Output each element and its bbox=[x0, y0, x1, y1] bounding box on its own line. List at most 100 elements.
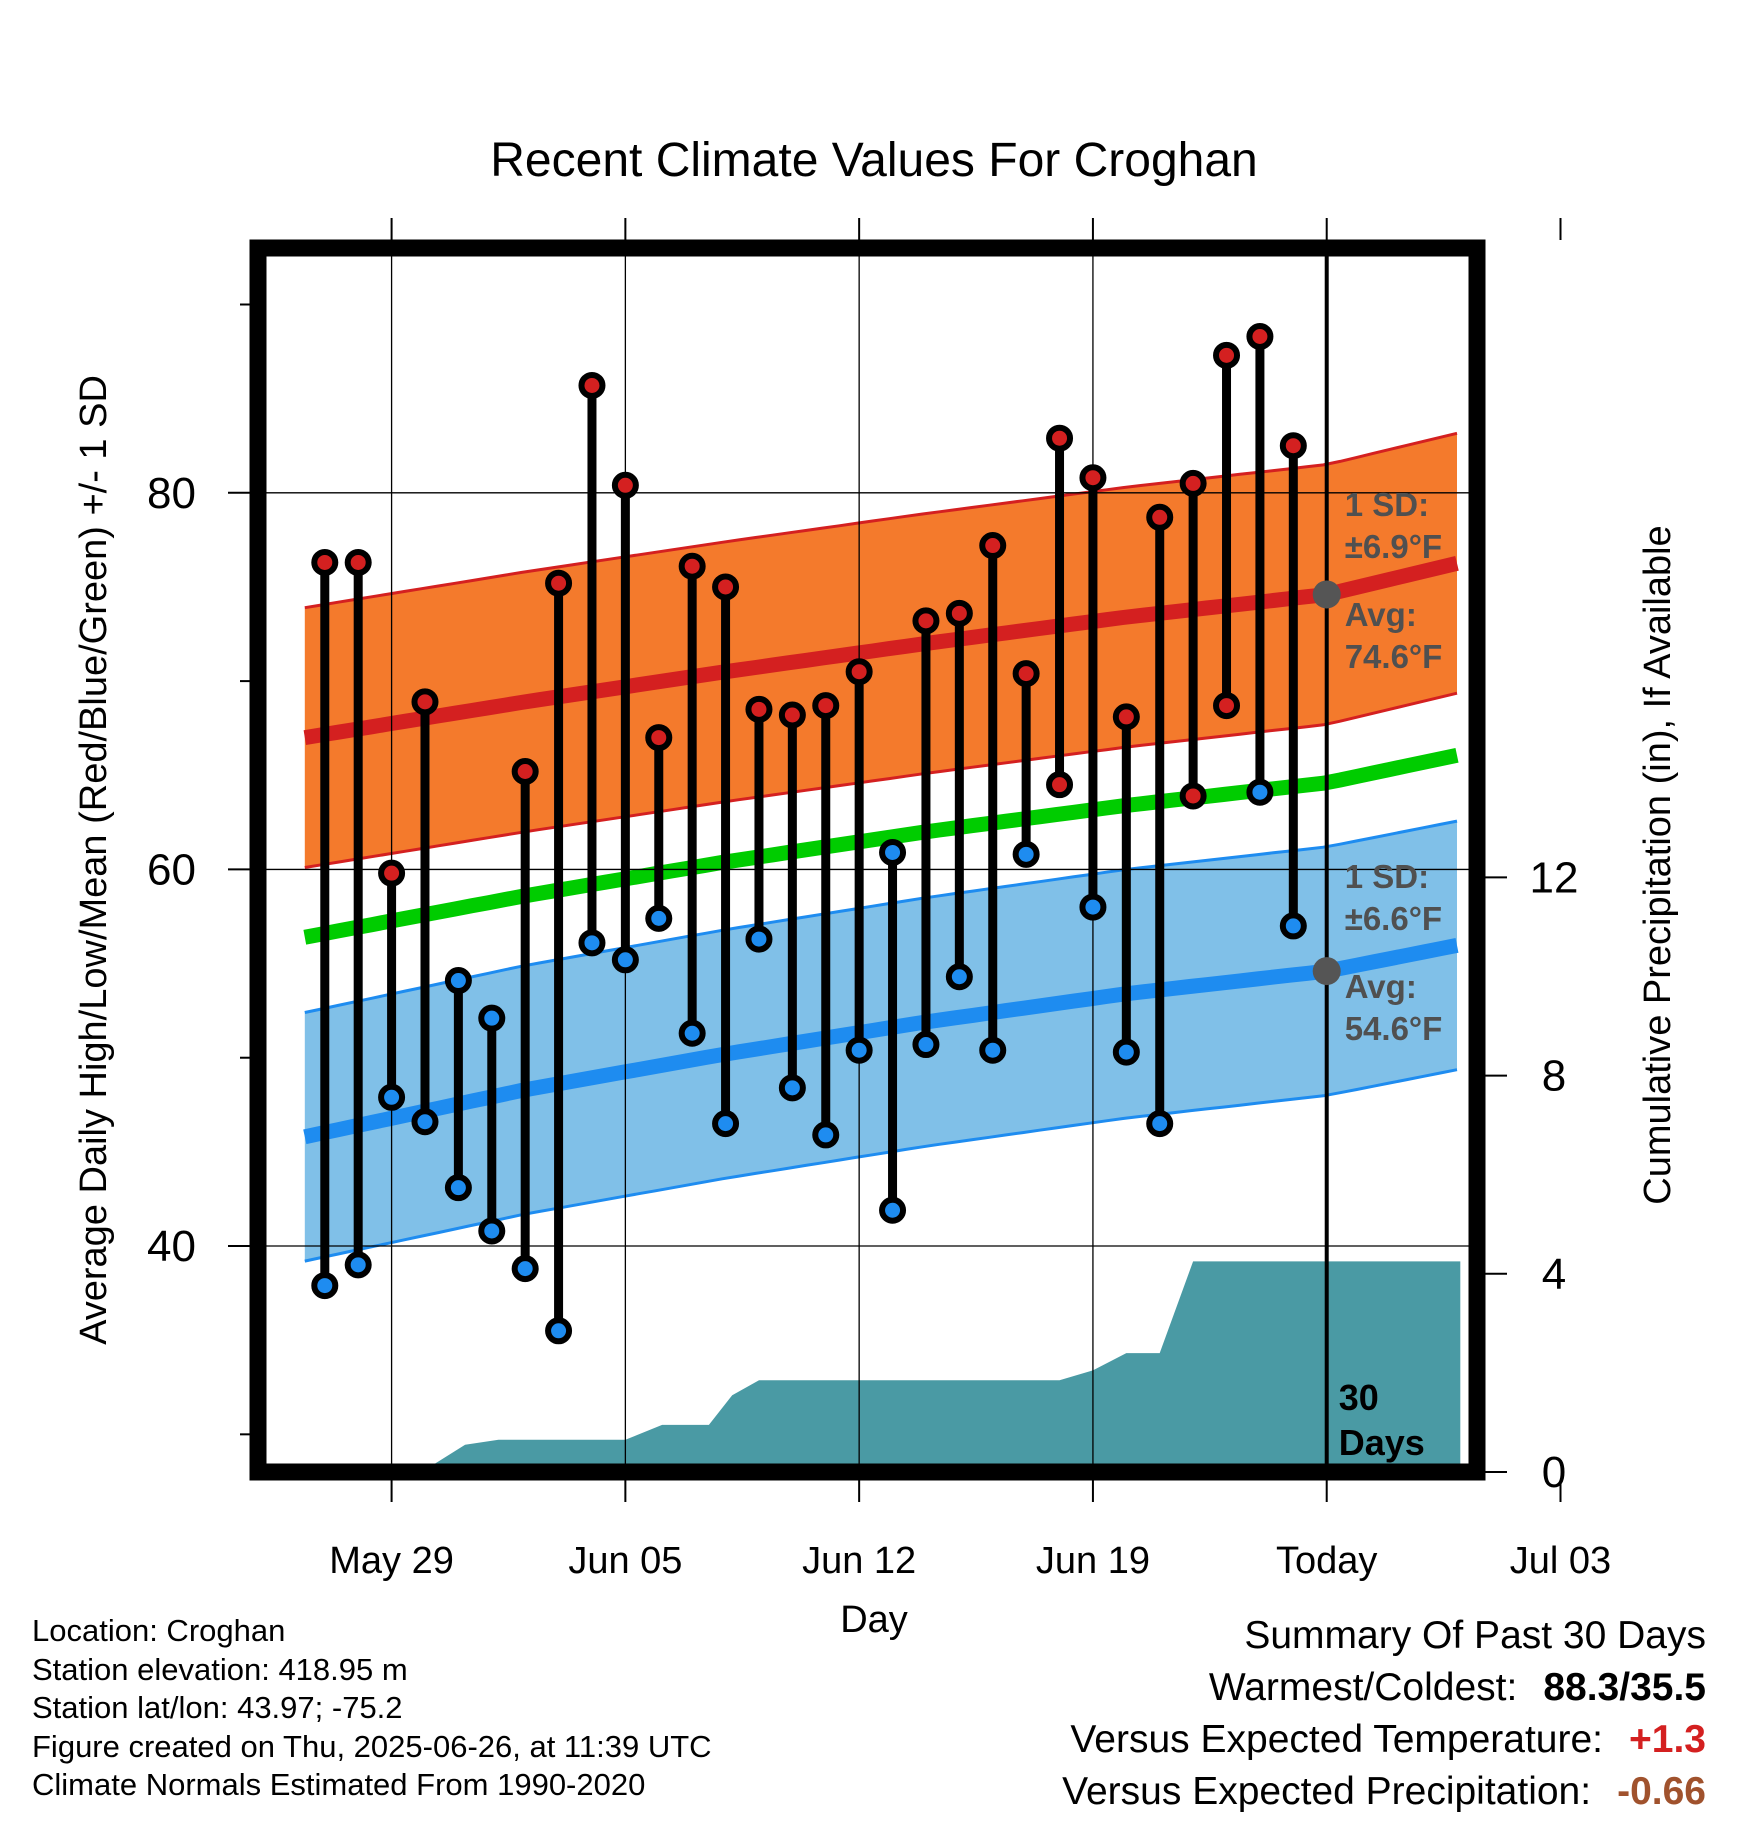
x-tick-label: May 29 bbox=[329, 1540, 454, 1582]
temp-label: Versus Expected Temperature: bbox=[1070, 1718, 1603, 1761]
temp-dot bbox=[1012, 840, 1040, 868]
temp-dot bbox=[1213, 692, 1241, 720]
normal-high-line bbox=[303, 556, 1459, 746]
temp-dot bbox=[1146, 503, 1174, 531]
temp-dot bbox=[311, 548, 339, 576]
temp-dot bbox=[1279, 912, 1307, 940]
plot-frame bbox=[249, 239, 1486, 1481]
temp-dot bbox=[311, 1272, 339, 1300]
temp-dot bbox=[745, 925, 773, 953]
normals-text: Climate Normals Estimated From 1990-2020 bbox=[32, 1767, 646, 1802]
warm-cold-value: 88.3/35.5 bbox=[1543, 1666, 1706, 1709]
summary-warm-cold: Warmest/Coldest: 88.3/35.5 bbox=[1062, 1662, 1706, 1714]
temp-dot bbox=[879, 838, 907, 866]
temp-dot bbox=[712, 1110, 740, 1138]
temp-dot bbox=[945, 963, 973, 991]
temp-dot bbox=[812, 1121, 840, 1149]
temp-dot bbox=[578, 929, 606, 957]
temp-dot bbox=[1112, 1038, 1140, 1066]
precip-area bbox=[291, 1261, 1461, 1472]
x-axis-label: Day bbox=[840, 1599, 908, 1641]
temp-dot bbox=[1046, 771, 1074, 799]
temp-dot bbox=[778, 701, 806, 729]
today-label-unit: Days bbox=[1339, 1422, 1425, 1463]
summary-panel: Summary Of Past 30 Days Warmest/Coldest:… bbox=[1062, 1610, 1706, 1818]
temp-dot bbox=[1046, 424, 1074, 452]
x-tick-label: Jun 12 bbox=[802, 1540, 916, 1582]
temp-dot bbox=[745, 695, 773, 723]
temp-dot bbox=[611, 471, 639, 499]
high-avg-label: Avg: bbox=[1345, 596, 1417, 633]
x-tick-label: Today bbox=[1276, 1540, 1377, 1582]
daily-stems bbox=[320, 336, 1298, 1331]
temp-dot bbox=[511, 1255, 539, 1283]
temp-dot bbox=[411, 1108, 439, 1136]
x-tick-label: Jun 19 bbox=[1036, 1540, 1150, 1582]
temp-dot bbox=[1279, 432, 1307, 460]
temp-dot bbox=[1246, 323, 1274, 351]
summary-heading: Summary Of Past 30 Days bbox=[1244, 1614, 1706, 1657]
temp-dot bbox=[645, 904, 673, 932]
today-label-number: 30 bbox=[1339, 1377, 1379, 1418]
high-sd-label: 1 SD: bbox=[1345, 486, 1429, 523]
temp-dot bbox=[1246, 778, 1274, 806]
summary-temp: Versus Expected Temperature: +1.3 bbox=[1062, 1714, 1706, 1766]
low-avg-value: 54.6°F bbox=[1345, 1010, 1443, 1047]
summary-precip: Versus Expected Precipitation: -0.66 bbox=[1062, 1766, 1706, 1818]
station-info: Location: Croghan Station elevation: 418… bbox=[32, 1612, 712, 1805]
y-tick-label: 80 bbox=[147, 469, 196, 518]
low-sd-band bbox=[304, 821, 1457, 1262]
temp-dot bbox=[545, 1317, 573, 1345]
temp-dot bbox=[812, 692, 840, 720]
chart-title: Recent Climate Values For Croghan bbox=[490, 134, 1257, 187]
warm-cold-label: Warmest/Coldest: bbox=[1208, 1666, 1518, 1709]
temp-dot bbox=[1179, 782, 1207, 810]
temp-dot bbox=[712, 573, 740, 601]
temp-dot bbox=[1112, 703, 1140, 731]
temp-dot bbox=[845, 1036, 873, 1064]
temp-dot bbox=[378, 1083, 406, 1111]
high-avg-value: 74.6°F bbox=[1345, 638, 1443, 675]
y2-tick-label: 8 bbox=[1542, 1052, 1566, 1101]
y2-tick-label: 12 bbox=[1530, 853, 1579, 902]
elevation-text: Station elevation: 418.95 m bbox=[32, 1651, 408, 1687]
low-avg-marker bbox=[1312, 957, 1341, 986]
temp-dot bbox=[1213, 341, 1241, 369]
high-band-lower-edge bbox=[304, 691, 1458, 869]
temp-dot bbox=[478, 1217, 506, 1245]
temp-dot bbox=[845, 658, 873, 686]
precip-label: Versus Expected Precipitation: bbox=[1062, 1770, 1592, 1813]
latlon-text: Station lat/lon: 43.97; -75.2 bbox=[32, 1690, 403, 1725]
low-sd-label: 1 SD: bbox=[1345, 858, 1429, 895]
high-avg-marker bbox=[1312, 580, 1341, 609]
temp-dot bbox=[1079, 464, 1107, 492]
temp-value: +1.3 bbox=[1629, 1718, 1706, 1761]
temp-dot bbox=[1079, 893, 1107, 921]
low-avg-label: Avg: bbox=[1345, 968, 1417, 1005]
temp-dot bbox=[1146, 1110, 1174, 1138]
normal-low-line bbox=[303, 938, 1459, 1145]
y-axis-label: Average Daily High/Low/Mean (Red/Blue/Gr… bbox=[73, 375, 115, 1345]
temp-dot bbox=[645, 724, 673, 752]
x-tick-label: Jun 05 bbox=[568, 1540, 682, 1582]
plot-area bbox=[258, 248, 1477, 1472]
y-tick-label: 40 bbox=[147, 1222, 196, 1271]
low-sd-value: ±6.6°F bbox=[1345, 900, 1442, 937]
y-tick-label: 60 bbox=[147, 845, 196, 894]
temp-dot bbox=[611, 946, 639, 974]
x-tick-label: Jul 03 bbox=[1510, 1540, 1611, 1582]
temp-dot bbox=[879, 1196, 907, 1224]
y2-tick-label: 4 bbox=[1542, 1250, 1566, 1299]
temp-dot bbox=[378, 859, 406, 887]
high-band-upper-edge bbox=[304, 431, 1458, 610]
temp-dot bbox=[478, 1004, 506, 1032]
temp-dot bbox=[545, 569, 573, 597]
location-text: Location: Croghan bbox=[32, 1613, 286, 1648]
temp-dot bbox=[979, 1036, 1007, 1064]
temp-dot bbox=[678, 552, 706, 580]
temp-dot bbox=[912, 1031, 940, 1059]
y2-tick-label: 0 bbox=[1542, 1448, 1566, 1497]
precip-value: -0.66 bbox=[1617, 1770, 1706, 1813]
temp-dot bbox=[444, 967, 472, 995]
temp-dot bbox=[344, 548, 372, 576]
